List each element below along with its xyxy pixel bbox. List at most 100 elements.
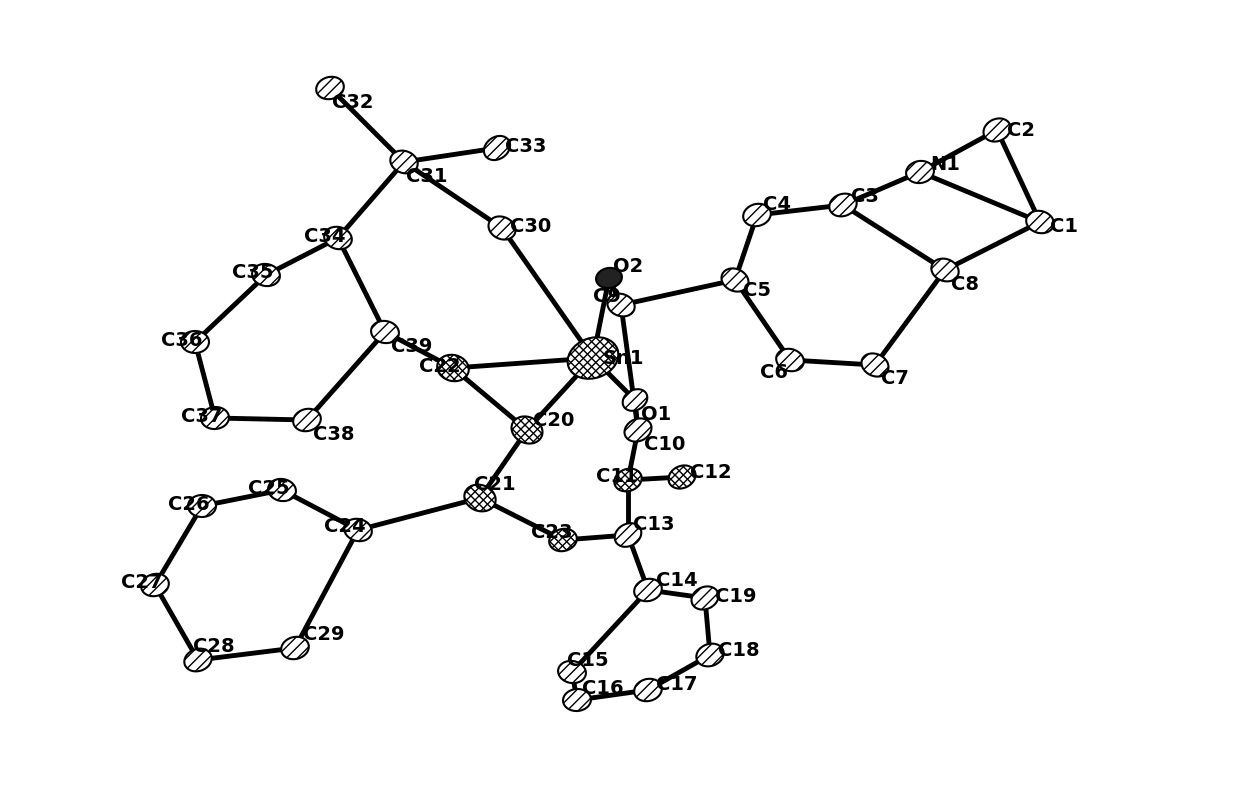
Text: C37: C37 xyxy=(181,407,222,426)
Text: C12: C12 xyxy=(689,464,732,483)
Text: C15: C15 xyxy=(567,650,609,669)
Ellipse shape xyxy=(722,268,749,291)
Ellipse shape xyxy=(622,389,647,410)
Text: C5: C5 xyxy=(743,280,771,299)
Ellipse shape xyxy=(625,418,651,441)
Ellipse shape xyxy=(563,689,591,711)
Ellipse shape xyxy=(281,637,309,659)
Text: C28: C28 xyxy=(193,637,234,656)
Ellipse shape xyxy=(371,321,399,343)
Text: C26: C26 xyxy=(167,495,210,514)
Ellipse shape xyxy=(1027,210,1054,233)
Ellipse shape xyxy=(141,574,169,596)
Ellipse shape xyxy=(324,227,352,249)
Ellipse shape xyxy=(345,518,372,542)
Text: C19: C19 xyxy=(715,587,756,606)
Ellipse shape xyxy=(625,418,651,441)
Ellipse shape xyxy=(316,77,343,99)
Text: C3: C3 xyxy=(851,187,879,206)
Ellipse shape xyxy=(489,217,516,240)
Ellipse shape xyxy=(776,349,804,372)
Text: C25: C25 xyxy=(248,479,290,498)
Text: C13: C13 xyxy=(632,515,675,534)
Ellipse shape xyxy=(931,259,959,281)
Text: C33: C33 xyxy=(505,137,547,156)
Ellipse shape xyxy=(549,529,577,551)
Ellipse shape xyxy=(391,151,418,173)
Ellipse shape xyxy=(634,579,662,601)
Ellipse shape xyxy=(188,495,216,517)
Ellipse shape xyxy=(614,468,641,491)
Ellipse shape xyxy=(345,518,372,542)
Text: C6: C6 xyxy=(760,363,787,381)
Ellipse shape xyxy=(983,118,1011,141)
Ellipse shape xyxy=(743,204,771,226)
Ellipse shape xyxy=(181,331,210,353)
Ellipse shape xyxy=(568,337,619,379)
Ellipse shape xyxy=(268,479,296,501)
Ellipse shape xyxy=(391,151,418,173)
Ellipse shape xyxy=(596,268,622,288)
Ellipse shape xyxy=(549,529,577,551)
Ellipse shape xyxy=(692,587,718,610)
Text: C22: C22 xyxy=(419,357,460,376)
Ellipse shape xyxy=(615,523,641,547)
Text: C39: C39 xyxy=(391,337,433,356)
Ellipse shape xyxy=(862,353,889,376)
Ellipse shape xyxy=(722,268,749,291)
Ellipse shape xyxy=(608,294,635,316)
Text: C17: C17 xyxy=(656,676,697,695)
Ellipse shape xyxy=(185,649,212,672)
Ellipse shape xyxy=(181,331,210,353)
Ellipse shape xyxy=(293,409,321,431)
Ellipse shape xyxy=(634,679,662,701)
Ellipse shape xyxy=(568,337,619,379)
Ellipse shape xyxy=(484,136,510,160)
Ellipse shape xyxy=(692,587,718,610)
Ellipse shape xyxy=(438,355,469,381)
Text: C36: C36 xyxy=(161,330,202,349)
Text: N1: N1 xyxy=(930,155,960,174)
Ellipse shape xyxy=(983,118,1011,141)
Text: C10: C10 xyxy=(644,434,686,453)
Ellipse shape xyxy=(906,161,934,183)
Ellipse shape xyxy=(371,321,399,343)
Text: C8: C8 xyxy=(951,275,980,294)
Ellipse shape xyxy=(316,77,343,99)
Text: C18: C18 xyxy=(718,641,760,660)
Text: C2: C2 xyxy=(1007,121,1035,140)
Ellipse shape xyxy=(252,264,280,286)
Ellipse shape xyxy=(668,465,696,488)
Ellipse shape xyxy=(668,465,696,488)
Ellipse shape xyxy=(697,644,724,666)
Ellipse shape xyxy=(862,353,889,376)
Text: C11: C11 xyxy=(596,467,637,485)
Text: O2: O2 xyxy=(613,256,644,276)
Text: C31: C31 xyxy=(405,167,448,186)
Ellipse shape xyxy=(931,259,959,281)
Text: C14: C14 xyxy=(656,571,698,589)
Ellipse shape xyxy=(634,579,662,601)
Text: C1: C1 xyxy=(1050,218,1078,237)
Text: C35: C35 xyxy=(232,264,274,283)
Ellipse shape xyxy=(558,661,587,683)
Ellipse shape xyxy=(830,194,857,217)
Ellipse shape xyxy=(511,416,543,444)
Ellipse shape xyxy=(464,484,496,511)
Text: C29: C29 xyxy=(303,625,345,643)
Text: C38: C38 xyxy=(312,425,355,444)
Text: C7: C7 xyxy=(880,369,909,388)
Ellipse shape xyxy=(614,468,641,491)
Ellipse shape xyxy=(293,409,321,431)
Text: Sn1: Sn1 xyxy=(603,349,645,368)
Ellipse shape xyxy=(596,268,622,288)
Ellipse shape xyxy=(608,294,635,316)
Ellipse shape xyxy=(281,637,309,659)
Text: C9: C9 xyxy=(593,287,621,306)
Ellipse shape xyxy=(830,194,857,217)
Text: C32: C32 xyxy=(332,92,373,111)
Ellipse shape xyxy=(906,161,934,183)
Ellipse shape xyxy=(201,407,229,429)
Text: C24: C24 xyxy=(324,517,366,535)
Text: O1: O1 xyxy=(641,404,671,423)
